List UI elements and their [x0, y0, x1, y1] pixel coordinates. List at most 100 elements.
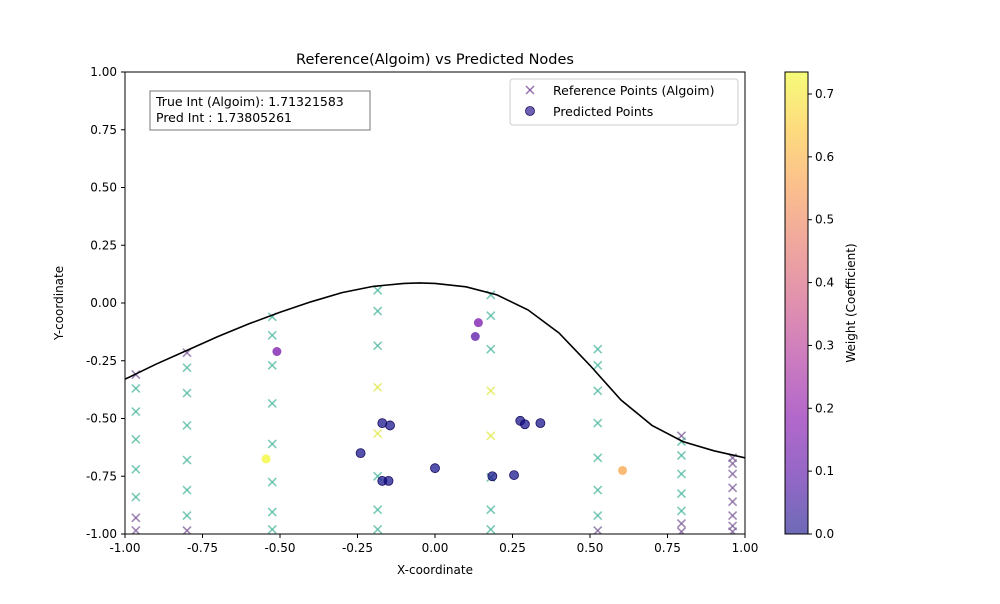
- predicted-point: [272, 347, 282, 357]
- predicted-point: [355, 448, 366, 459]
- x-tick-label: -0.50: [264, 541, 295, 555]
- boundary-curve: [125, 282, 745, 459]
- predicted-point: [509, 470, 519, 480]
- reference-point: [676, 519, 687, 529]
- integral-annotation: True Int (Algoim): 1.71321583 Pred Int :…: [149, 90, 371, 131]
- reference-point: [131, 513, 141, 523]
- y-tick-label: 1.00: [90, 65, 117, 79]
- predicted-point: [470, 331, 480, 341]
- colorbar-tick-label: 0.5: [815, 213, 834, 227]
- colorbar-tick-label: 0.4: [815, 276, 834, 290]
- reference-point: [267, 477, 277, 487]
- legend-box: [509, 78, 739, 126]
- y-tick-label: 0.50: [90, 181, 117, 195]
- reference-point: [373, 524, 383, 534]
- colorbar-gradient: [785, 72, 808, 534]
- x-tick-label: 1.00: [732, 541, 759, 555]
- x-axis-ticks: -1.00 -0.75 -0.50 -0.25 0.00 0.25 0.50 0.75 1.00: [109, 534, 758, 555]
- y-tick-label: -0.25: [86, 354, 117, 368]
- reference-point: [373, 285, 383, 295]
- reference-point: [373, 306, 383, 316]
- colorbar-tick-label: 0.1: [815, 464, 834, 478]
- annotation-box: [149, 90, 371, 131]
- plot-area: [124, 71, 746, 535]
- y-tick-label: 0.75: [90, 123, 117, 137]
- reference-point: [728, 469, 738, 479]
- reference-point: [267, 398, 277, 409]
- reference-point: [182, 525, 192, 534]
- reference-point: [676, 469, 687, 479]
- reference-point: [182, 363, 192, 373]
- x-tick-label: -0.75: [187, 541, 218, 555]
- legend-label-reference: Reference Points (Algoim): [553, 83, 714, 98]
- reference-point: [182, 455, 192, 465]
- reference-point: [131, 464, 141, 474]
- reference-point: [486, 431, 496, 441]
- x-tick-label: 0.25: [499, 541, 526, 555]
- reference-point: [593, 418, 603, 428]
- colorbar-tick-label: 0.6: [815, 150, 834, 164]
- x-axis-label: X-coordinate: [397, 563, 473, 577]
- colorbar-tick-label: 0.0: [815, 527, 834, 541]
- y-tick-label: -1.00: [86, 527, 117, 541]
- reference-point: [182, 388, 192, 398]
- reference-point: [267, 439, 277, 449]
- legend-label-predicted: Predicted Points: [553, 104, 653, 119]
- predicted-point: [618, 465, 628, 475]
- reference-point: [182, 420, 192, 430]
- reference-point: [486, 344, 496, 354]
- reference-point: [728, 458, 738, 469]
- plot-marks: [125, 282, 745, 534]
- x-tick-label: 0.50: [577, 541, 604, 555]
- x-tick-label: 0.00: [422, 541, 449, 555]
- reference-point: [486, 505, 496, 515]
- annotation-true-int: True Int (Algoim): 1.71321583: [155, 94, 344, 109]
- reference-point: [267, 507, 277, 517]
- reference-point: [593, 344, 603, 354]
- predicted-point: [430, 463, 440, 474]
- legend-marker-predicted: [525, 106, 535, 116]
- reference-point: [728, 483, 738, 493]
- reference-point: [593, 360, 603, 370]
- reference-point: [267, 360, 277, 370]
- reference-point: [593, 386, 603, 396]
- reference-point: [182, 485, 192, 495]
- reference-point: [267, 524, 277, 534]
- reference-point: [676, 450, 687, 461]
- reference-point: [373, 505, 383, 515]
- reference-point: [486, 524, 496, 534]
- reference-point: [676, 489, 687, 499]
- reference-point: [593, 510, 603, 521]
- reference-point: [131, 434, 141, 444]
- x-tick-label: -0.25: [342, 541, 373, 555]
- predicted-point: [520, 419, 530, 430]
- annotation-pred-int: Pred Int : 1.73805261: [156, 110, 292, 125]
- reference-point: [676, 506, 687, 516]
- y-tick-label: -0.50: [86, 412, 117, 426]
- reference-point: [593, 453, 603, 463]
- chart-title: Reference(Algoim) vs Predicted Nodes: [296, 52, 574, 68]
- colorbar-tick-label: 0.2: [815, 401, 834, 415]
- colorbar-ticks: 0.0 0.1 0.2 0.3 0.4 0.5 0.6 0.7: [808, 87, 834, 541]
- x-tick-label: 0.75: [654, 541, 681, 555]
- reference-point: [131, 492, 141, 502]
- reference-point: [593, 485, 603, 495]
- reference-point: [373, 382, 383, 392]
- reference-point: [373, 428, 383, 439]
- y-axis-ticks: -1.00 -0.75 -0.50 -0.25 0.00 0.25 0.50 0.75 1.00: [86, 65, 125, 541]
- y-axis-label: Y-coordinate: [52, 266, 66, 341]
- reference-point: [131, 525, 141, 534]
- y-tick-label: 0.00: [90, 296, 117, 310]
- reference-point: [267, 330, 277, 340]
- reference-point: [728, 527, 738, 534]
- colorbar: 0.0 0.1 0.2 0.3 0.4 0.5 0.6 0.7 Weight (Coeffic…: [784, 71, 858, 541]
- predicted-point: [383, 475, 394, 486]
- reference-point: [593, 525, 603, 534]
- reference-point: [728, 510, 738, 521]
- reference-point: [486, 386, 496, 396]
- reference-point: [728, 497, 738, 507]
- predicted-point: [535, 418, 546, 429]
- predicted-point: [261, 454, 271, 464]
- x-tick-label: -1.00: [109, 541, 140, 555]
